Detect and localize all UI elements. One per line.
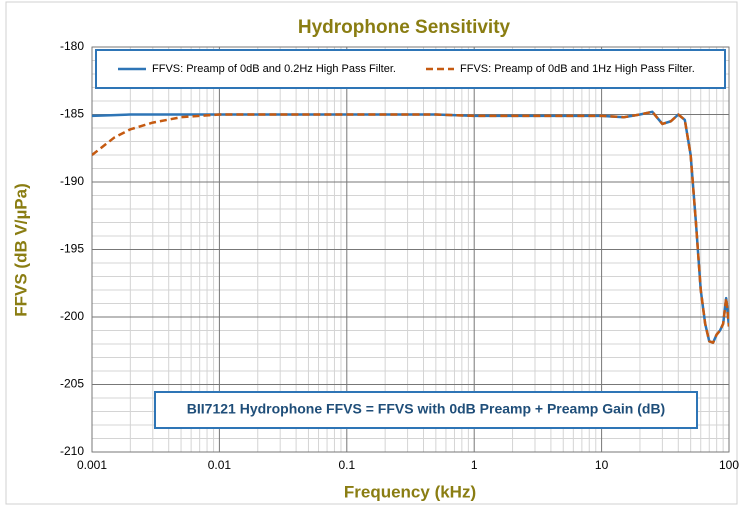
annotation-box	[154, 391, 698, 429]
x-tick-label: 1	[471, 458, 478, 472]
legend-label: FFVS: Preamp of 0dB and 1Hz High Pass Fi…	[460, 63, 695, 75]
x-tick-label: 10	[595, 458, 609, 472]
y-tick-label: -180	[60, 39, 84, 53]
y-axis-label: FFVS (dB V/µPa)	[11, 183, 30, 317]
x-axis-label: Frequency (kHz)	[344, 482, 476, 501]
x-tick-label: 100	[719, 458, 739, 472]
y-tick-label: -200	[60, 309, 84, 323]
chart-title: Hydrophone Sensitivity	[298, 17, 511, 38]
x-tick-label: 0.001	[77, 458, 107, 472]
y-tick-label: -210	[60, 444, 84, 458]
annotation: BII7121 Hydrophone FFVS = FFVS with 0dB …	[187, 401, 665, 417]
y-tick-label: -190	[60, 174, 84, 188]
y-tick-label: -195	[60, 242, 84, 256]
x-tick-label: 0.1	[338, 458, 355, 472]
legend-label: FFVS: Preamp of 0dB and 0.2Hz High Pass …	[152, 63, 396, 75]
y-tick-label: -185	[60, 107, 84, 121]
x-tick-label: 0.01	[208, 458, 232, 472]
chart-frame	[5, 1, 738, 505]
series-line	[92, 110, 729, 344]
y-tick-label: -205	[60, 377, 84, 391]
legend-box	[95, 49, 726, 89]
